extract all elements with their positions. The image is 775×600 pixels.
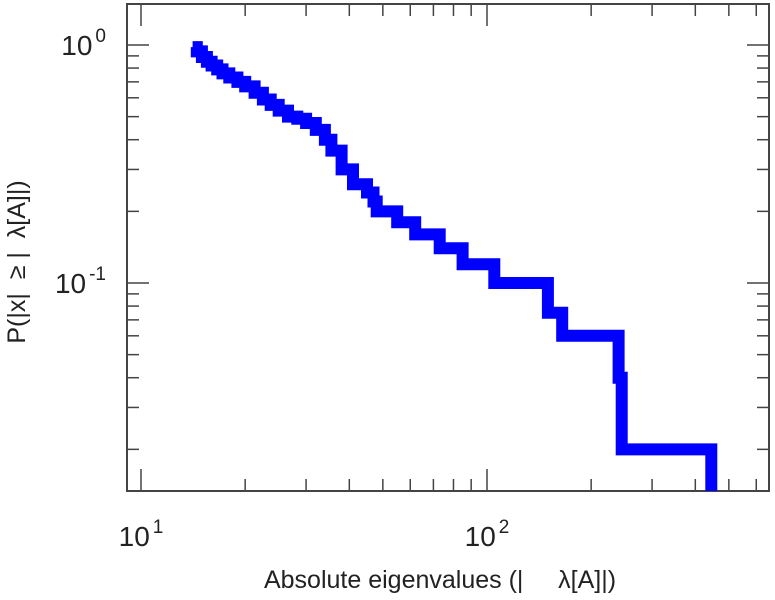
ccdf-series-line xyxy=(190,41,718,491)
tick-labels: 10 1 10 2 10 0 10 -1 xyxy=(55,26,509,552)
minor-ticks xyxy=(127,4,769,491)
plot-frame xyxy=(126,3,770,492)
x-tick-label: 10 1 xyxy=(119,517,164,552)
major-ticks xyxy=(127,4,769,491)
y-tick-label: 10 0 xyxy=(61,26,106,61)
x-axis-label: Absolute eigenvalues (| λ[A]|) xyxy=(264,566,616,594)
series-layer xyxy=(190,41,718,491)
x-tick-label: 10 2 xyxy=(465,517,510,552)
y-tick-label: 10 -1 xyxy=(55,264,106,299)
y-axis-label: P(|x| ≥ | λ[A]|) xyxy=(3,180,31,343)
